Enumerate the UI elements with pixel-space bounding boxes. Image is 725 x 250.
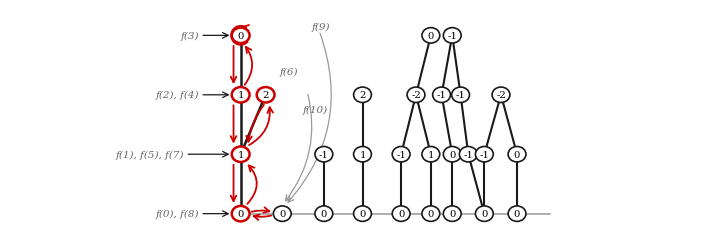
Text: -1: -1 bbox=[455, 91, 465, 100]
Ellipse shape bbox=[452, 88, 470, 103]
Ellipse shape bbox=[460, 147, 477, 162]
Ellipse shape bbox=[257, 88, 275, 103]
Text: f(1), f(5), f(7): f(1), f(5), f(7) bbox=[116, 150, 184, 159]
Text: f(9): f(9) bbox=[312, 23, 331, 32]
Text: 0: 0 bbox=[514, 150, 521, 159]
Text: -1: -1 bbox=[319, 150, 329, 159]
Text: 0: 0 bbox=[449, 209, 455, 218]
Text: f(6): f(6) bbox=[279, 67, 298, 76]
Text: 0: 0 bbox=[398, 209, 405, 218]
Text: 0: 0 bbox=[428, 32, 434, 41]
Text: 0: 0 bbox=[360, 209, 365, 218]
Ellipse shape bbox=[476, 147, 493, 162]
Text: 1: 1 bbox=[237, 91, 244, 100]
Ellipse shape bbox=[354, 206, 371, 222]
Text: 2: 2 bbox=[262, 91, 269, 100]
Ellipse shape bbox=[508, 206, 526, 222]
Ellipse shape bbox=[232, 88, 249, 103]
Ellipse shape bbox=[232, 147, 249, 162]
Ellipse shape bbox=[476, 206, 493, 222]
Ellipse shape bbox=[232, 206, 249, 222]
Text: f(2), f(4): f(2), f(4) bbox=[156, 91, 199, 100]
Text: -1: -1 bbox=[479, 150, 489, 159]
Ellipse shape bbox=[392, 206, 410, 222]
Ellipse shape bbox=[354, 88, 371, 103]
Ellipse shape bbox=[508, 147, 526, 162]
Ellipse shape bbox=[354, 147, 371, 162]
Text: 0: 0 bbox=[279, 209, 286, 218]
Ellipse shape bbox=[422, 28, 440, 44]
Text: 0: 0 bbox=[238, 209, 244, 218]
Ellipse shape bbox=[315, 147, 333, 162]
Text: 0: 0 bbox=[449, 150, 455, 159]
Ellipse shape bbox=[492, 88, 510, 103]
Text: 0: 0 bbox=[481, 209, 487, 218]
Text: -1: -1 bbox=[463, 150, 473, 159]
Text: -1: -1 bbox=[447, 32, 457, 41]
Ellipse shape bbox=[443, 206, 461, 222]
Text: 0: 0 bbox=[428, 209, 434, 218]
Ellipse shape bbox=[232, 28, 249, 44]
Ellipse shape bbox=[433, 88, 450, 103]
Text: 0: 0 bbox=[238, 32, 244, 41]
Ellipse shape bbox=[392, 147, 410, 162]
Text: 0: 0 bbox=[514, 209, 521, 218]
Text: f(10): f(10) bbox=[303, 106, 328, 115]
Text: f(3): f(3) bbox=[181, 32, 199, 41]
Text: 2: 2 bbox=[360, 91, 365, 100]
Ellipse shape bbox=[315, 206, 333, 222]
Text: 0: 0 bbox=[320, 209, 327, 218]
Text: 1: 1 bbox=[360, 150, 365, 159]
Ellipse shape bbox=[273, 206, 291, 222]
Ellipse shape bbox=[443, 28, 461, 44]
Text: -2: -2 bbox=[411, 91, 421, 100]
Text: f(0), f(8): f(0), f(8) bbox=[156, 209, 199, 218]
Ellipse shape bbox=[443, 147, 461, 162]
Ellipse shape bbox=[422, 147, 440, 162]
Text: -1: -1 bbox=[436, 91, 447, 100]
Text: -2: -2 bbox=[496, 91, 506, 100]
Text: 1: 1 bbox=[237, 150, 244, 159]
Ellipse shape bbox=[422, 206, 440, 222]
Text: -1: -1 bbox=[396, 150, 406, 159]
Ellipse shape bbox=[407, 88, 425, 103]
Text: 1: 1 bbox=[428, 150, 434, 159]
